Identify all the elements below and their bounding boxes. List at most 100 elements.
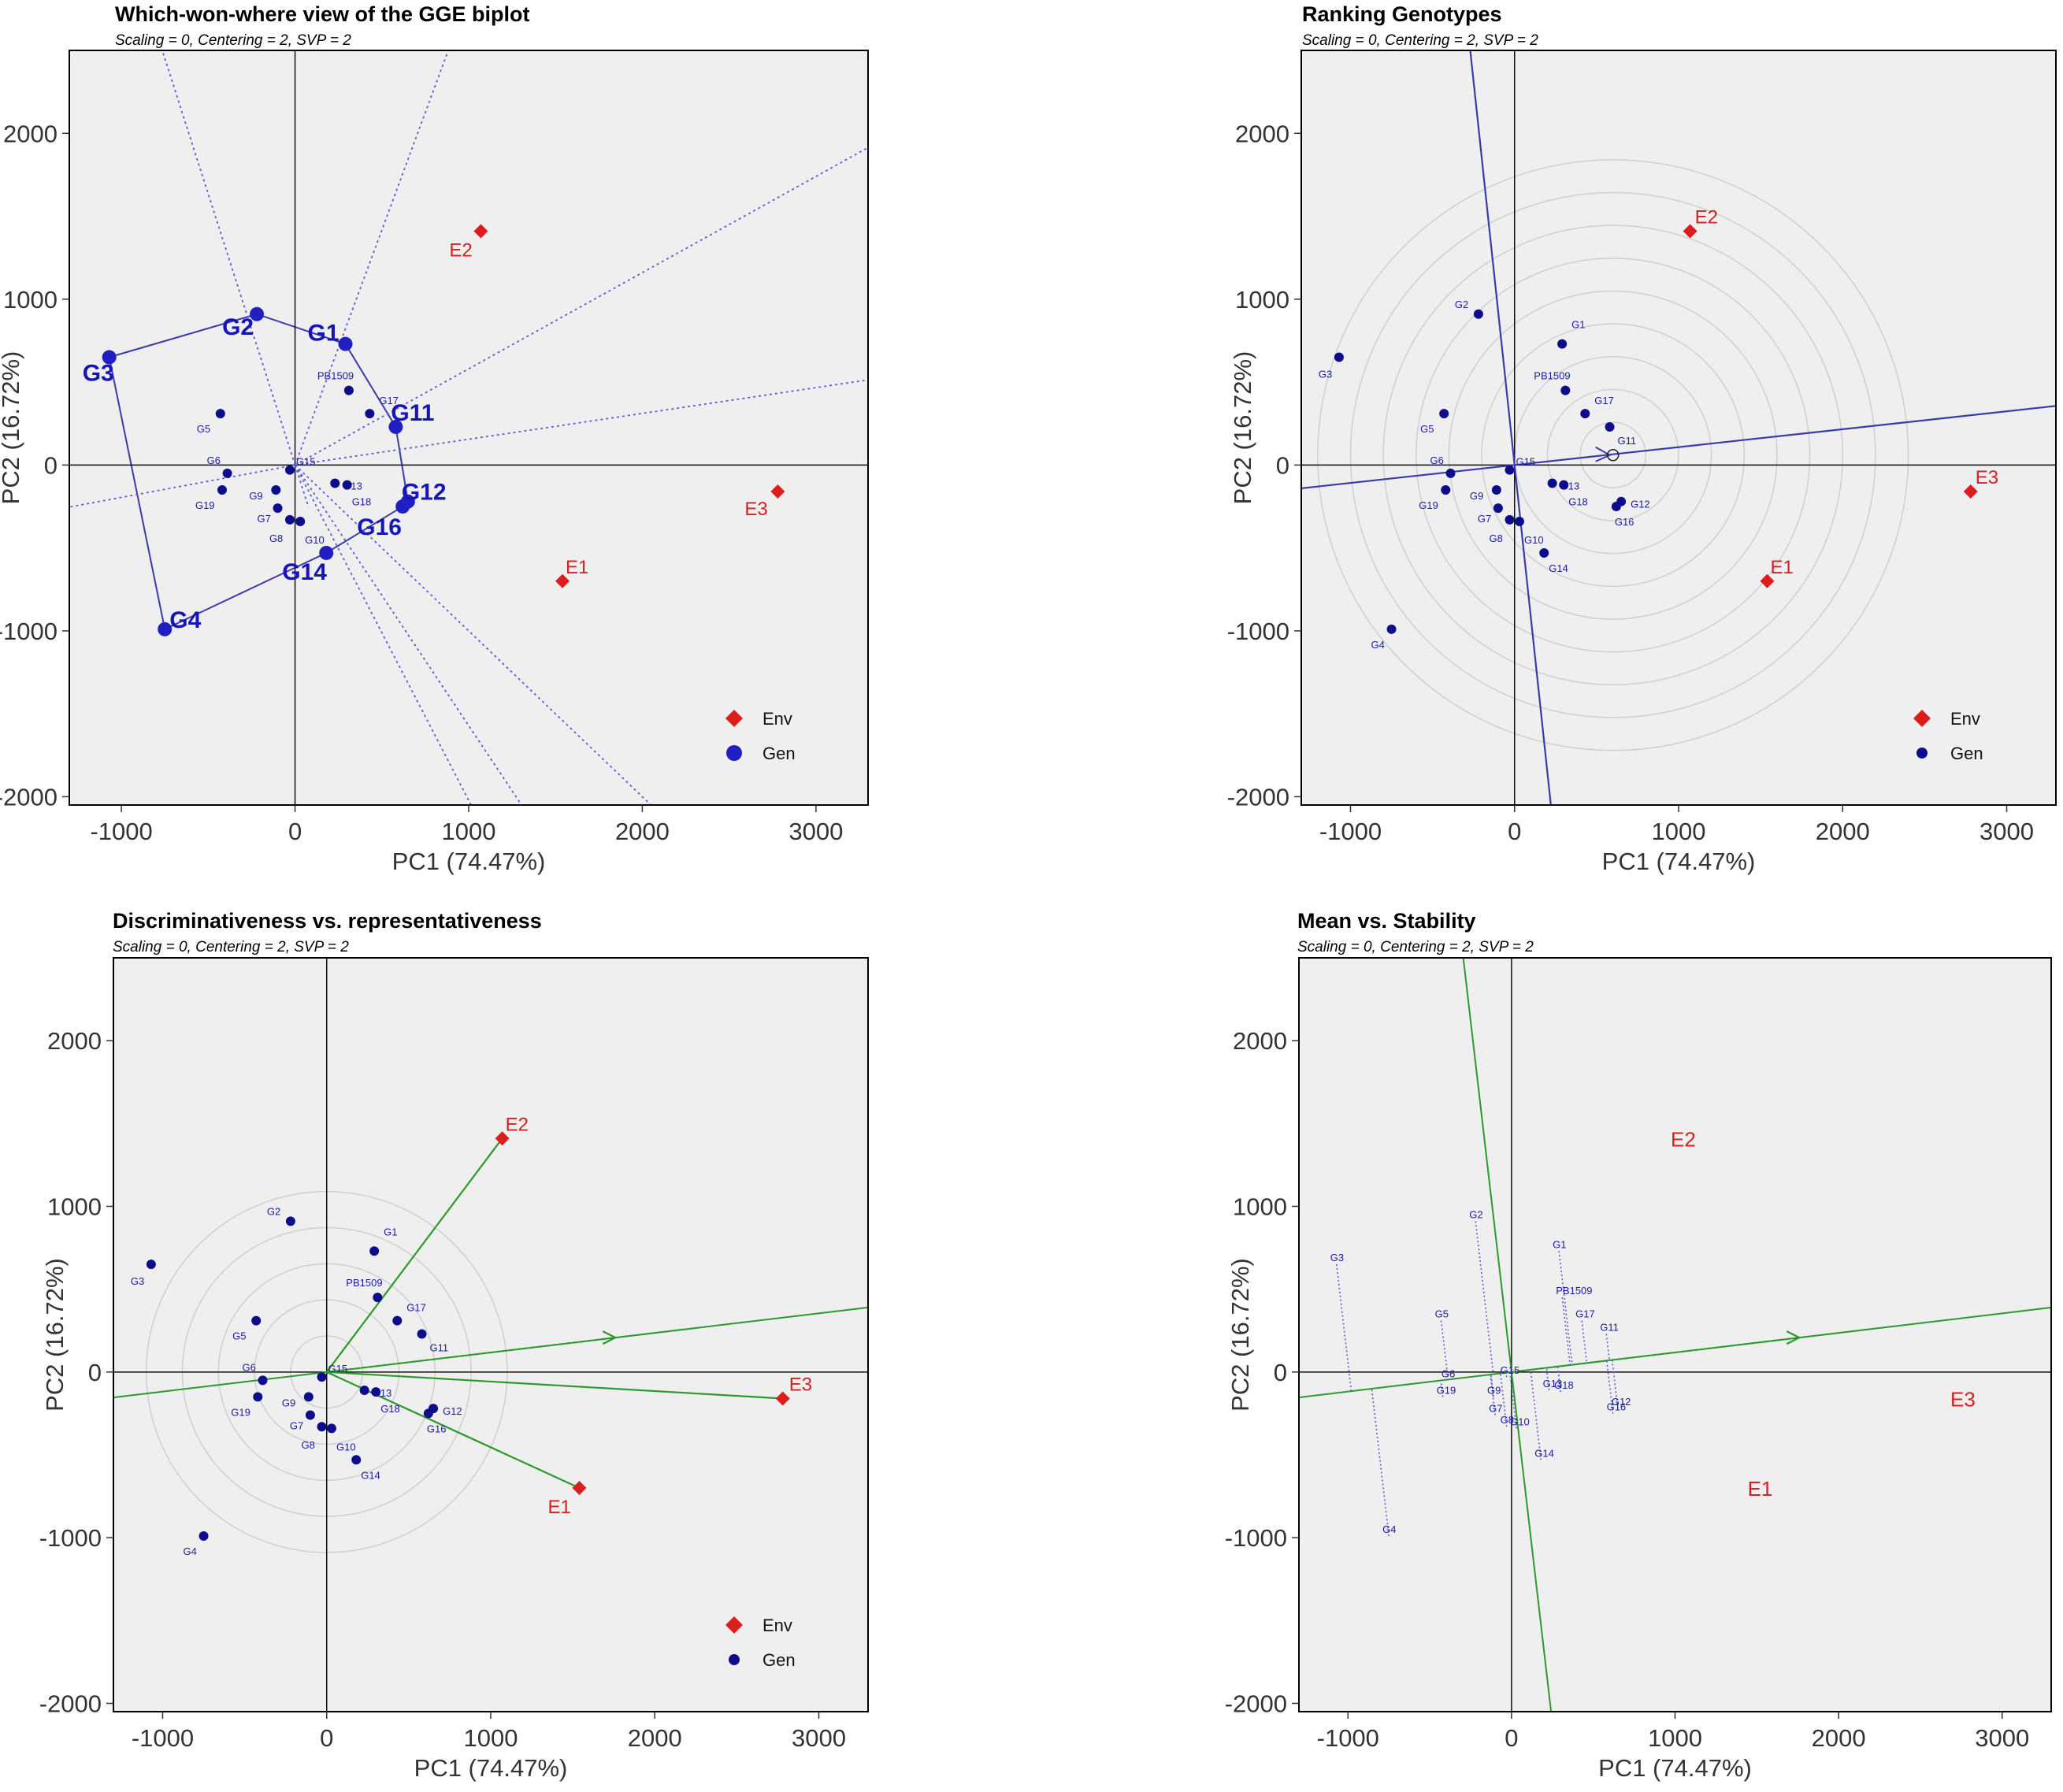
- genotype-label-g11: G11: [430, 1341, 449, 1353]
- genotype-point-pb1509: [343, 385, 354, 395]
- genotype-label-g2: G2: [1455, 299, 1468, 310]
- genotype-point-g18: [371, 1387, 381, 1397]
- panel-subtitle: Scaling = 0, Centering = 2, SVP = 2: [1302, 32, 1538, 49]
- genotype-label-g11: G11: [1600, 1321, 1619, 1333]
- genotype-label-g8: G8: [1489, 532, 1502, 544]
- ranking-circle: [1481, 323, 1746, 588]
- genotype-label-g17: G17: [1575, 1308, 1595, 1320]
- genotype-label-g14: G14: [1549, 562, 1568, 574]
- environment-label-e3: E3: [789, 1374, 812, 1395]
- genotype-label-g10: G10: [1524, 534, 1544, 546]
- environment-point-e1: [555, 573, 570, 588]
- panel-discriminativeness: Discriminativeness vs. representativenes…: [39, 909, 869, 1782]
- genotype-point-g9: [271, 484, 281, 495]
- genotype-label-g1: G1: [1553, 1238, 1566, 1250]
- plot-area: [113, 958, 868, 1712]
- x-tick-label: 0: [1505, 1724, 1518, 1752]
- genotype-point-g19: [217, 484, 227, 495]
- genotype-point-g2: [1473, 309, 1483, 319]
- legend-env-marker: [725, 1616, 743, 1634]
- genotype-point-g15: [317, 1372, 327, 1382]
- genotype-point-g9: [303, 1392, 314, 1402]
- genotype-label-g18: G18: [380, 1403, 400, 1415]
- legend-gen-marker: [729, 1654, 740, 1665]
- legend-gen-marker: [726, 745, 742, 761]
- genotype-label-g14: G14: [1534, 1447, 1554, 1459]
- genotype-point-g9: [1491, 484, 1501, 495]
- aea-arrow-icon: [1786, 1330, 1801, 1345]
- legend: Env Gen: [725, 709, 796, 763]
- genotype-point-g8: [1505, 514, 1515, 525]
- genotype-point-g7: [1493, 503, 1503, 514]
- environment-vector-e2: [325, 1137, 503, 1373]
- genotype-point-g16: [423, 1408, 433, 1419]
- y-tick-label: -2000: [1225, 1690, 1287, 1717]
- genotype-label-g11: G11: [391, 400, 434, 426]
- x-tick-label: 0: [320, 1724, 333, 1752]
- genotype-label-g10: G10: [305, 534, 325, 546]
- y-tick-label: 1000: [1235, 286, 1289, 314]
- y-tick-label: -1000: [1225, 1524, 1287, 1552]
- genotype-point-g11: [417, 1329, 427, 1339]
- genotype-label-g19: G19: [1437, 1384, 1456, 1396]
- ranking-circle: [1416, 258, 1811, 653]
- genotype-point-g8: [284, 514, 295, 525]
- x-tick-label: -1000: [90, 818, 152, 845]
- genotype-point-g4: [158, 621, 173, 636]
- genotype-label-g3: G3: [1319, 369, 1332, 380]
- x-tick-label: 3000: [788, 818, 843, 845]
- projection-line-g1: [1558, 1251, 1573, 1365]
- genotype-label-g6: G6: [1430, 454, 1444, 466]
- legend-env-label: Env: [762, 709, 792, 729]
- genotype-label-g5: G5: [1435, 1308, 1449, 1320]
- environment-label-e3: E3: [744, 499, 767, 520]
- genotype-point-g19: [1441, 484, 1451, 495]
- ata-perpendicular-axis: [1469, 50, 1552, 806]
- genotype-label-g19: G19: [195, 499, 215, 511]
- genotype-point-g15: [1505, 465, 1515, 475]
- legend-env-marker: [725, 710, 743, 727]
- genotype-label-g1: G1: [384, 1226, 397, 1237]
- projection-line-pb1509: [1561, 1297, 1571, 1366]
- y-tick-label: 0: [1276, 451, 1289, 479]
- ata-perpendicular-axis: [1462, 957, 1553, 1712]
- y-tick-label: -2000: [1227, 783, 1289, 811]
- genotype-label-g5: G5: [232, 1330, 246, 1342]
- genotype-label-g11: G11: [1618, 435, 1637, 447]
- genotype-label-g6: G6: [243, 1361, 256, 1373]
- panel-title: Mean vs. Stability: [1297, 909, 1476, 933]
- genotype-point-g2: [285, 1216, 295, 1226]
- genotype-label-g14: G14: [282, 559, 327, 585]
- genotype-label-pb1509: PB1509: [317, 370, 354, 382]
- genotype-label-g16: G16: [1615, 516, 1634, 528]
- y-tick-label: 0: [1274, 1359, 1287, 1386]
- genotype-label-g13: G13: [1543, 1378, 1563, 1389]
- environment-label-e3: E3: [1950, 1387, 1976, 1411]
- plot-area: [1301, 50, 2056, 805]
- genotype-point-g13: [330, 478, 340, 488]
- y-tick-label: 2000: [1235, 120, 1289, 147]
- x-tick-label: 3000: [1975, 1724, 2029, 1752]
- environment-label-e1: E1: [1770, 557, 1793, 578]
- genotype-point-g11: [1605, 421, 1615, 432]
- aea-arrow-icon: [602, 1330, 618, 1345]
- genotype-label-g8: G8: [1501, 1414, 1514, 1426]
- genotype-label-g12: G12: [1612, 1396, 1631, 1408]
- environment-vector-e3: [326, 1371, 783, 1400]
- panel-mean-vs-stability: Mean vs. Stability Scaling = 0, Centerin…: [1225, 909, 2052, 1782]
- legend-gen-label: Gen: [762, 1650, 796, 1670]
- y-tick-label: -1000: [1227, 618, 1289, 645]
- x-axis-label: PC1 (74.47%): [414, 1754, 568, 1782]
- aea-arrow-icon: [1595, 446, 1612, 462]
- genotype-label-g3: G3: [1330, 1252, 1344, 1263]
- panel-which-won-where: Which-won-where view of the GGE biplot S…: [0, 2, 869, 875]
- y-axis-label: PC2 (16.72%): [41, 1258, 69, 1412]
- genotype-label-g7: G7: [1489, 1403, 1502, 1415]
- x-tick-label: -1000: [132, 1724, 194, 1752]
- ranking-circle: [1579, 421, 1647, 489]
- y-tick-label: 2000: [3, 120, 58, 147]
- projection-line-g18: [1557, 1366, 1561, 1393]
- genotype-label-g1: G1: [1571, 319, 1585, 331]
- genotype-label-g3: G3: [131, 1275, 144, 1287]
- genotype-point-g3: [146, 1260, 156, 1270]
